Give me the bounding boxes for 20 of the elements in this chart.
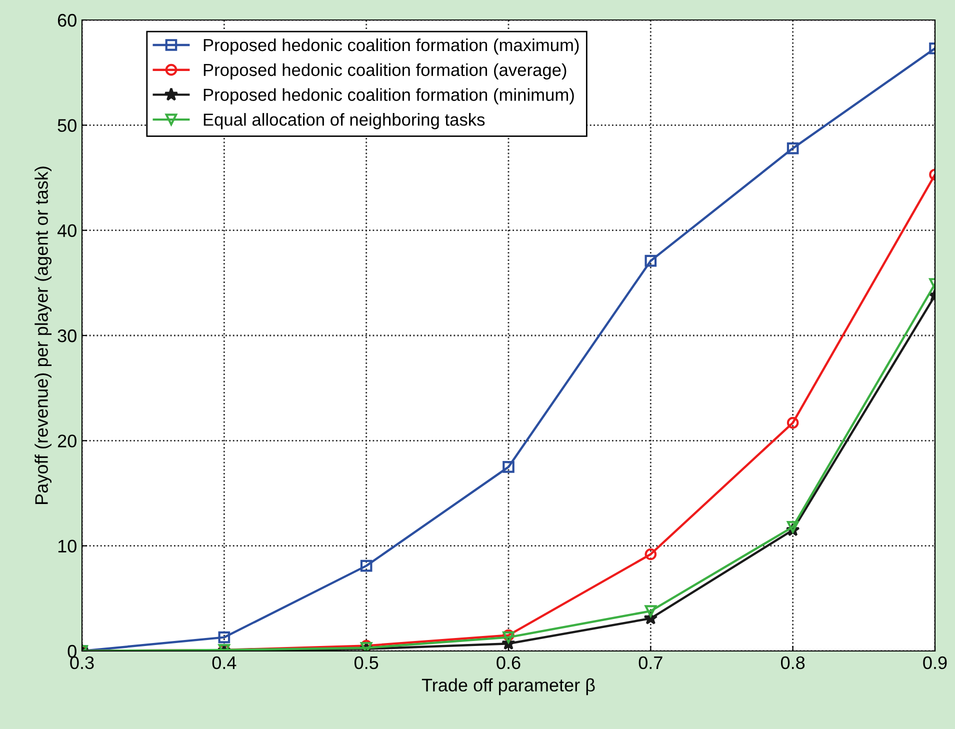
y-tick-label: 50: [58, 119, 76, 132]
y-tick-label: 20: [58, 434, 76, 448]
legend-label: Equal allocation of neighboring tasks: [204, 113, 485, 130]
y-tick-label: 30: [58, 329, 76, 342]
y-axis-title: Payoff (revenue) per player (agent or task): [34, 166, 52, 504]
x-tick-label: 0.3: [70, 656, 94, 670]
y-tick-label: 10: [58, 540, 76, 553]
x-axis-title: Trade off parameter β: [422, 678, 595, 696]
legend-label: Proposed hedonic coalition formation (maximum): [204, 38, 579, 55]
x-tick-label: 0.9: [923, 656, 947, 670]
y-tick-label: 40: [57, 224, 76, 238]
x-tick-label: 0.5: [354, 656, 378, 670]
x-tick-label: 0.8: [780, 656, 805, 670]
x-tick-label: 0.6: [496, 656, 520, 670]
legend-label: Proposed hedonic coalition formation (average): [204, 63, 566, 80]
x-tick-label: 0.7: [638, 656, 662, 670]
legend-label: Proposed hedonic coalition formation (minimum): [204, 88, 574, 104]
x-tick-label: 0.4: [212, 656, 236, 670]
y-tick-label: 60: [58, 14, 76, 27]
y-tick-label: 0: [68, 644, 76, 658]
